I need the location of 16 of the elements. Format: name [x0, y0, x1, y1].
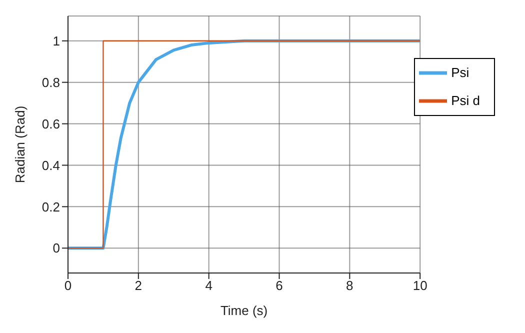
- x-axis-title: Time (s): [220, 303, 268, 318]
- x-tick-label: 6: [276, 278, 283, 294]
- x-tick-label: 2: [134, 278, 142, 294]
- y-tick-label: 0.2: [42, 199, 60, 214]
- legend-label: Psi: [451, 65, 470, 80]
- x-tick-label: 8: [346, 278, 354, 294]
- y-tick-label: 0.6: [42, 116, 60, 132]
- legend-label: Psi d: [451, 93, 480, 108]
- y-tick-label: 0.8: [42, 74, 60, 90]
- y-tick-label: 0.4: [42, 158, 60, 173]
- y-tick-label: 0: [52, 240, 60, 256]
- x-tick-label: 0: [64, 278, 72, 294]
- y-axis-title: Radian (Rad): [12, 106, 28, 184]
- x-tick-label: 4: [205, 278, 212, 294]
- y-tick-label: 1: [52, 33, 60, 48]
- x-tick-label: 10: [412, 278, 428, 294]
